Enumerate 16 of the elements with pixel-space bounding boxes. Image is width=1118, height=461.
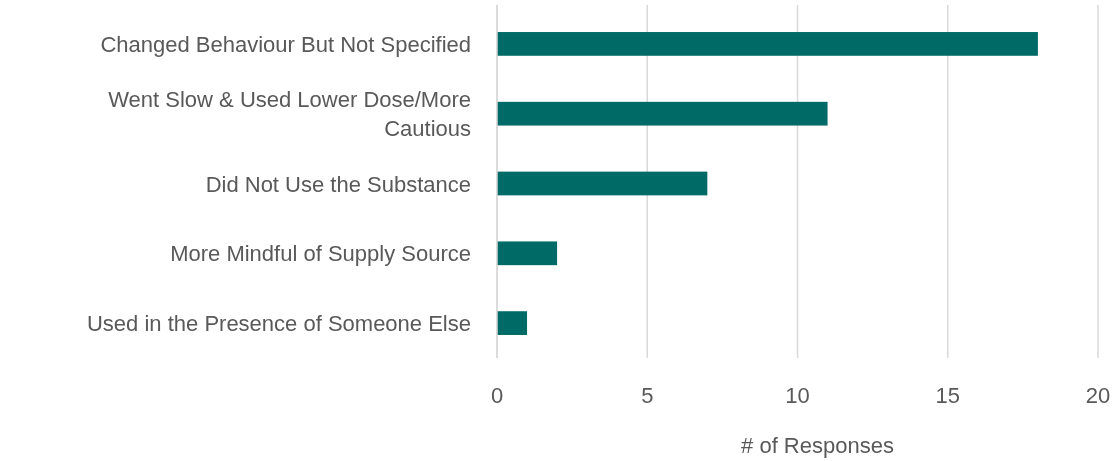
y-tick-label: Changed Behaviour But Not Specified xyxy=(100,31,471,57)
x-tick-label: 10 xyxy=(785,382,810,408)
y-tick-label: Used in the Presence of Someone Else xyxy=(86,310,471,336)
bar xyxy=(497,241,558,266)
x-tick-label: 15 xyxy=(935,382,960,408)
x-tick-label: 0 xyxy=(490,382,504,408)
bar xyxy=(497,32,1038,56)
x-axis-title: # of Responses xyxy=(741,432,894,458)
x-tick-label: 20 xyxy=(1085,382,1111,408)
y-tick-label: Went Slow & Used Lower Dose/More Cautious xyxy=(108,86,471,141)
y-tick-label: More Mindful of Supply Source xyxy=(170,240,471,266)
bar xyxy=(497,101,828,126)
y-tick-label: Did Not Use the Substance xyxy=(205,171,471,196)
x-tick-label: 5 xyxy=(641,382,654,408)
bar xyxy=(497,311,528,335)
bar xyxy=(497,171,708,196)
